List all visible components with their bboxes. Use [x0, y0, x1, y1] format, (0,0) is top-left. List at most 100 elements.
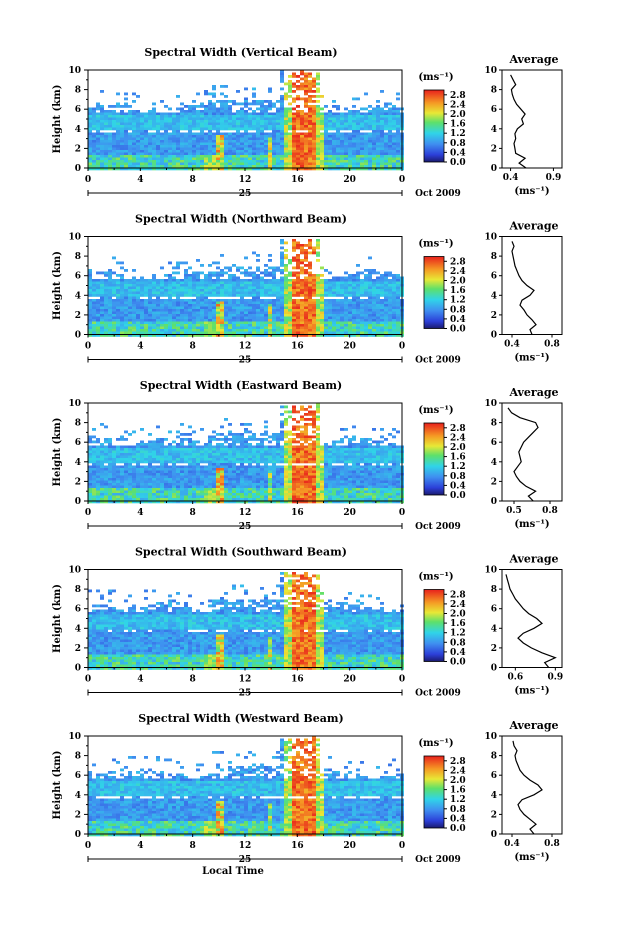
profile-y-tick-label: 0 [491, 664, 497, 674]
profile-x-tick-label: 0.8 [542, 506, 558, 516]
panel-0: Spectral Width (Vertical Beam)0246810Hei… [52, 46, 562, 199]
colorbar-tick-label: 0.0 [450, 824, 466, 834]
colorbar-tick-label: 0.0 [450, 491, 466, 501]
profile-line [506, 574, 555, 667]
colorbar-tick-label: 0.0 [450, 325, 466, 335]
x-tick-label: 12 [239, 675, 252, 685]
y-tick-label: 4 [75, 125, 81, 135]
y-tick-label: 4 [75, 458, 81, 468]
colorbar-tick-label: 0.4 [450, 648, 466, 658]
profile-y-tick-label: 2 [491, 810, 497, 820]
colorbar-tick-label: 2.0 [450, 443, 466, 453]
colorbar-tick-label: 0.8 [450, 805, 466, 815]
profile-frame [502, 570, 562, 668]
x-tick-label: 0 [399, 841, 405, 851]
colorbar-tick-label: 0.4 [450, 814, 466, 824]
y-tick-label: 8 [75, 752, 81, 762]
y-tick-label: 4 [75, 791, 81, 801]
y-tick-label: 2 [75, 311, 81, 321]
profile-frame [502, 736, 562, 834]
panel-title: Spectral Width (Westward Beam) [138, 712, 343, 725]
colorbar-tick-label: 1.2 [450, 129, 466, 139]
colorbar-tick-label: 0.0 [450, 158, 466, 168]
colorbar-tick-label: 2.4 [450, 600, 466, 610]
profile-y-tick-label: 10 [484, 566, 497, 576]
colorbar [424, 90, 444, 162]
x-tick-label: 8 [190, 841, 196, 851]
colorbar-tick-label: 0.4 [450, 315, 466, 325]
x-tick-label: 4 [137, 675, 143, 685]
profile-y-tick-label: 4 [491, 458, 497, 468]
x-tick-label: 20 [343, 342, 356, 352]
profile-y-tick-label: 4 [491, 624, 497, 634]
x-tick-label: 16 [291, 508, 304, 518]
colorbar-unit: (ms⁻¹) [418, 239, 453, 250]
colorbar-tick-label: 1.6 [450, 120, 466, 130]
y-tick-label: 8 [75, 419, 81, 429]
panel-title: Spectral Width (Northward Beam) [135, 213, 347, 226]
y-tick-label: 6 [75, 771, 81, 781]
profile-x-tick-label: 0.8 [544, 340, 560, 350]
heatmap-cells [88, 70, 404, 170]
day-label: 25 [239, 522, 252, 532]
day-label: 25 [239, 689, 252, 699]
colorbar-tick-label: 1.2 [450, 462, 466, 472]
profile-y-tick-label: 10 [484, 399, 497, 409]
x-tick-label: 0 [85, 508, 91, 518]
colorbar-tick-label: 0.8 [450, 638, 466, 648]
profile-title: Average [508, 220, 558, 233]
colorbar-tick-label: 2.8 [450, 91, 466, 101]
y-tick-label: 10 [68, 732, 81, 742]
profile-title: Average [508, 719, 558, 732]
x-tick-label: 0 [399, 675, 405, 685]
colorbar-tick-label: 2.4 [450, 433, 466, 443]
y-tick-label: 0 [75, 664, 81, 674]
panel-2: Spectral Width (Eastward Beam)0246810Hei… [52, 379, 562, 532]
day-label: 25 [239, 189, 252, 199]
profile-x-tick-label: 0.4 [503, 173, 519, 183]
y-tick-label: 2 [75, 477, 81, 487]
colorbar-tick-label: 2.0 [450, 277, 466, 287]
colorbar-tick-label: 1.2 [450, 795, 466, 805]
profile-y-tick-label: 6 [491, 771, 497, 781]
profile-y-tick-label: 0 [491, 830, 497, 840]
profile-y-tick-label: 8 [491, 252, 497, 262]
y-tick-label: 10 [68, 566, 81, 576]
profile-x-tick-label: 0.6 [507, 673, 523, 683]
x-tick-label: 0 [399, 342, 405, 352]
profile-y-tick-label: 6 [491, 438, 497, 448]
heatmap-cells [88, 572, 404, 670]
y-tick-label: 6 [75, 605, 81, 615]
profile-y-tick-label: 10 [484, 233, 497, 243]
heatmap-cells [88, 403, 404, 503]
y-tick-label: 6 [75, 105, 81, 115]
date-label: Oct 2009 [415, 689, 461, 699]
profile-x-label: (ms⁻¹) [514, 852, 549, 863]
y-tick-label: 8 [75, 252, 81, 262]
colorbar-tick-label: 1.2 [450, 296, 466, 306]
panel-title: Spectral Width (Eastward Beam) [140, 379, 342, 392]
date-label: Oct 2009 [415, 189, 461, 199]
y-tick-label: 6 [75, 438, 81, 448]
profile-x-tick-label: 0.8 [544, 839, 560, 849]
y-tick-label: 10 [68, 233, 81, 243]
profile-y-tick-label: 8 [491, 419, 497, 429]
profile-y-tick-label: 4 [491, 791, 497, 801]
x-tick-label: 12 [239, 841, 252, 851]
colorbar-tick-label: 1.6 [450, 619, 466, 629]
profile-x-tick-label: 0.4 [504, 839, 520, 849]
colorbar-tick-label: 0.4 [450, 148, 466, 158]
colorbar-tick-label: 2.4 [450, 766, 466, 776]
x-tick-label: 16 [291, 342, 304, 352]
x-tick-label: 20 [343, 175, 356, 185]
colorbar-unit: (ms⁻¹) [418, 738, 453, 749]
colorbar-tick-label: 1.2 [450, 629, 466, 639]
date-label: Oct 2009 [415, 522, 461, 532]
x-tick-label: 0 [85, 841, 91, 851]
profile-y-tick-label: 8 [491, 585, 497, 595]
colorbar-tick-label: 0.8 [450, 305, 466, 315]
y-tick-label: 0 [75, 497, 81, 507]
profile-line [508, 408, 538, 501]
profile-x-tick-label: 0.9 [546, 173, 562, 183]
